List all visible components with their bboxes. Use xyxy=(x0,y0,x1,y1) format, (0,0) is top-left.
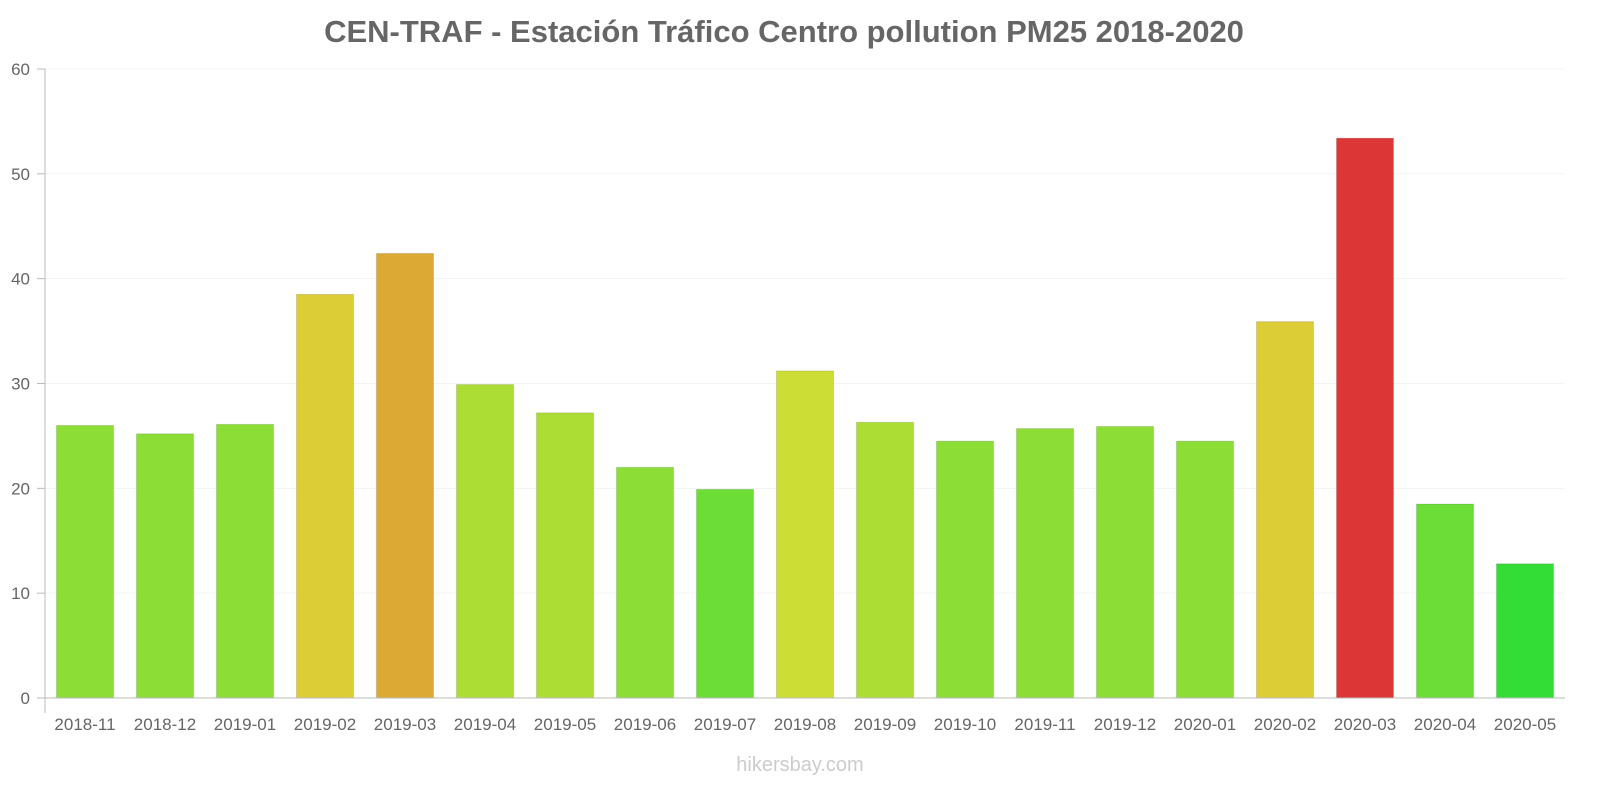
x-tick-label: 2019-12 xyxy=(1094,715,1156,734)
y-tick-label: 50 xyxy=(11,165,30,184)
x-tick-label: 2019-11 xyxy=(1014,715,1075,734)
x-tick-label: 2019-04 xyxy=(454,715,516,734)
x-tick-label: 2020-01 xyxy=(1174,715,1236,734)
x-tick-label: 2018-12 xyxy=(134,715,196,734)
bar-2018-11 xyxy=(56,424,114,699)
bar-2019-10 xyxy=(936,440,994,699)
x-tick-label: 2019-08 xyxy=(774,715,836,734)
y-tick-label: 40 xyxy=(11,270,30,289)
y-tick-label: 0 xyxy=(21,689,30,708)
bar-2019-01 xyxy=(216,423,274,699)
x-tick-label: 2018-11 xyxy=(54,715,115,734)
bar-2019-05 xyxy=(536,412,594,699)
x-tick-label: 2019-06 xyxy=(614,715,676,734)
x-tick-label: 2020-05 xyxy=(1494,715,1556,734)
chart-title: CEN-TRAF - Estación Tráfico Centro pollu… xyxy=(324,14,1244,49)
bar-2019-11 xyxy=(1016,428,1074,699)
x-tick-label: 2019-09 xyxy=(854,715,916,734)
bar-2020-03 xyxy=(1336,137,1394,699)
bar-2019-07 xyxy=(696,488,754,699)
bar-2019-02 xyxy=(296,293,354,699)
bar-2020-01 xyxy=(1176,440,1234,699)
bar-2019-04 xyxy=(456,384,514,699)
bar-2020-02 xyxy=(1256,321,1314,699)
bar-2018-12 xyxy=(136,433,194,699)
y-tick-label: 30 xyxy=(11,375,30,394)
bar-2019-06 xyxy=(616,466,674,699)
x-tick-label: 2019-01 xyxy=(214,715,276,734)
x-tick-label: 2019-07 xyxy=(694,715,756,734)
x-tick-label: 2019-10 xyxy=(934,715,996,734)
x-tick-label: 2019-05 xyxy=(534,715,596,734)
x-tick-label: 2020-04 xyxy=(1414,715,1476,734)
bar-2019-09 xyxy=(856,421,914,699)
bar-2020-05 xyxy=(1496,563,1554,699)
x-tick-label: 2020-02 xyxy=(1254,715,1316,734)
bar-2020-04 xyxy=(1416,503,1474,699)
y-tick-label: 20 xyxy=(11,479,30,498)
bar-2019-03 xyxy=(376,253,434,699)
y-tick-label: 10 xyxy=(11,584,30,603)
x-tick-label: 2019-03 xyxy=(374,715,436,734)
bar-2019-12 xyxy=(1096,425,1154,699)
x-tick-label: 2019-02 xyxy=(294,715,356,734)
y-tick-label: 60 xyxy=(11,60,30,79)
x-tick-label: 2020-03 xyxy=(1334,715,1396,734)
watermark: hikersbay.com xyxy=(736,754,864,776)
bar-2019-08 xyxy=(776,370,834,699)
